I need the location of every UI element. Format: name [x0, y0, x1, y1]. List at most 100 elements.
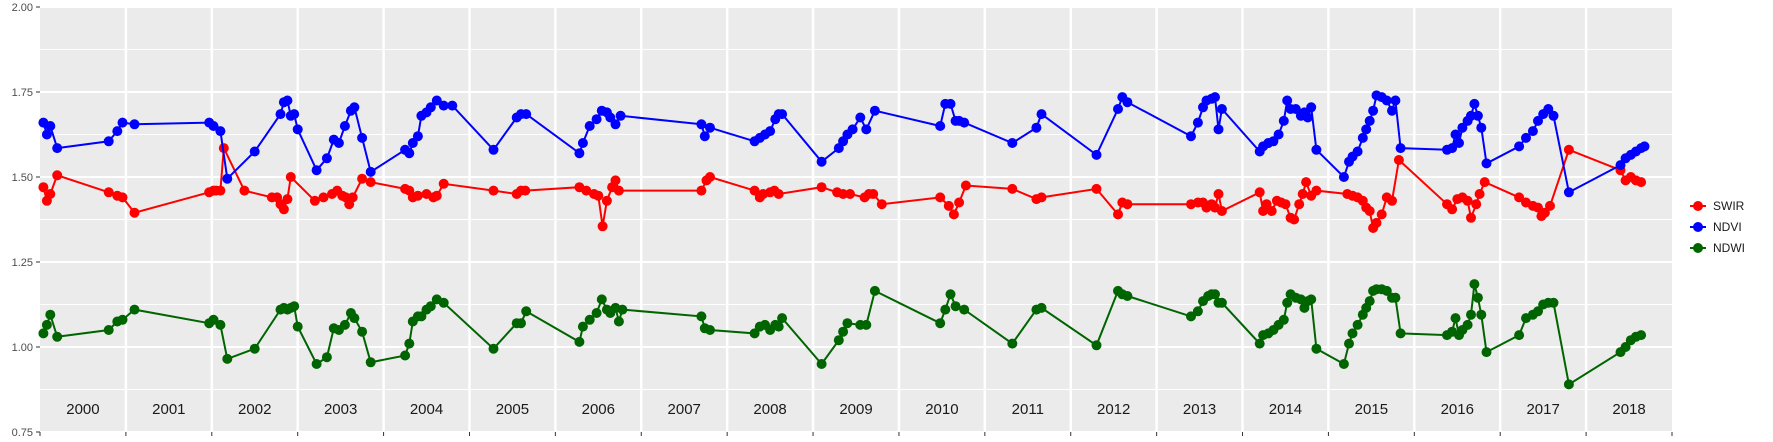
ndvi-point — [1007, 138, 1018, 148]
ndvi-point — [1113, 104, 1123, 114]
ndwi-point — [349, 313, 360, 324]
ndvi-point — [1521, 132, 1531, 143]
ndvi-point — [447, 100, 458, 111]
swir-point — [1113, 209, 1123, 220]
ndvi-point — [1390, 95, 1401, 106]
ndvi-point — [339, 121, 350, 131]
swir-point — [285, 172, 296, 182]
ndwi-point — [617, 304, 628, 315]
swir-point — [1474, 189, 1485, 199]
ndwi-point — [117, 314, 128, 325]
year-label: 2006 — [582, 401, 615, 418]
ndwi-point — [574, 336, 585, 347]
ndwi-point — [1481, 347, 1492, 358]
ndvi-point — [1543, 104, 1554, 114]
ndwi-point — [357, 326, 368, 337]
ndvi-point — [1476, 122, 1487, 133]
year-label: 2016 — [1441, 401, 1474, 418]
year-label: 2002 — [238, 401, 271, 418]
ndvi-point — [1192, 117, 1203, 128]
ndvi-point — [311, 165, 322, 176]
swir-point — [948, 209, 959, 220]
ndwi-point — [838, 326, 849, 337]
swir-point — [1533, 202, 1543, 213]
swir-point — [1376, 209, 1387, 220]
ndvi-point — [1361, 124, 1372, 135]
ndwi-point — [1338, 359, 1349, 369]
y-axis: 0.75 1.00 1.25 1.50 1.75 2.00 — [12, 2, 1673, 439]
ndvi-point — [1615, 160, 1626, 171]
year-label: 2003 — [324, 401, 357, 418]
ndvi-point — [605, 112, 616, 123]
ndwi-point — [816, 359, 827, 369]
y-tick-label: 1.50 — [12, 172, 33, 184]
swir-point — [943, 200, 954, 211]
swir-point — [1636, 177, 1647, 188]
swir-point — [357, 173, 368, 184]
ndwi-point — [311, 359, 322, 369]
swir-point — [431, 190, 442, 201]
swir-point — [215, 185, 226, 196]
ndvi-point — [1210, 92, 1220, 103]
swir-point — [1466, 212, 1476, 223]
ndvi-point — [1278, 115, 1289, 126]
ndvi-point — [41, 129, 52, 140]
swir-point — [1393, 155, 1404, 165]
swir-point — [1091, 183, 1102, 194]
ndvi-point — [945, 98, 956, 109]
swir-point — [1447, 204, 1458, 215]
ndvi-point — [1368, 105, 1379, 116]
swir-point — [868, 189, 879, 199]
ndwi-point — [365, 357, 376, 368]
ndwi-point — [1620, 342, 1631, 352]
ndvi-point — [292, 124, 303, 135]
series-ndwi — [38, 279, 1647, 390]
ndvi-point — [610, 119, 621, 130]
ndwi-point — [1278, 314, 1289, 325]
swir-point — [876, 199, 887, 210]
ndwi-point — [1462, 319, 1473, 330]
ndvi-point — [112, 126, 123, 137]
ndvi-point — [1273, 129, 1284, 140]
ndvi-point — [861, 124, 872, 135]
ndwi-point — [1282, 297, 1293, 308]
year-label: 2011 — [1012, 401, 1044, 418]
swir-point — [412, 190, 423, 201]
ndvi-point — [1186, 131, 1196, 142]
ndvi-point — [1450, 129, 1461, 140]
ndvi-point — [45, 121, 56, 131]
swir-point — [438, 178, 449, 189]
swir-point — [1387, 195, 1397, 206]
ndwi-point — [1476, 309, 1487, 320]
ndwi-point — [945, 289, 956, 300]
ndwi-point — [41, 319, 52, 330]
ndvi-point — [777, 109, 788, 120]
swir-point — [1471, 199, 1482, 210]
ndvi-point — [349, 102, 360, 113]
ndwi-point — [339, 319, 350, 330]
y-tick-label: 1.75 — [12, 87, 33, 99]
ndvi-point — [869, 105, 880, 116]
ndvi-point — [1395, 143, 1406, 154]
ndvi-point — [521, 109, 532, 120]
swir-point — [45, 189, 56, 199]
swir-point — [960, 180, 971, 191]
series-ndvi — [38, 90, 1650, 198]
swir-point — [1539, 207, 1550, 218]
legend-label: NDVI — [1713, 220, 1742, 234]
ndwi-point — [940, 304, 951, 315]
ndvi-point — [1357, 132, 1368, 143]
swir-point — [1462, 195, 1473, 206]
ndwi-point — [1381, 285, 1392, 296]
ndwi-point — [869, 285, 880, 296]
ndvi-point — [584, 121, 595, 131]
ndvi-point — [1364, 115, 1375, 126]
ndvi-point — [1352, 146, 1363, 157]
ndvi-point — [431, 95, 442, 106]
swir-point — [1216, 206, 1227, 216]
ndwi-point — [208, 314, 219, 325]
ndwi-point — [1395, 328, 1406, 339]
ndvi-point — [577, 138, 588, 148]
ndwi-point — [516, 318, 526, 329]
